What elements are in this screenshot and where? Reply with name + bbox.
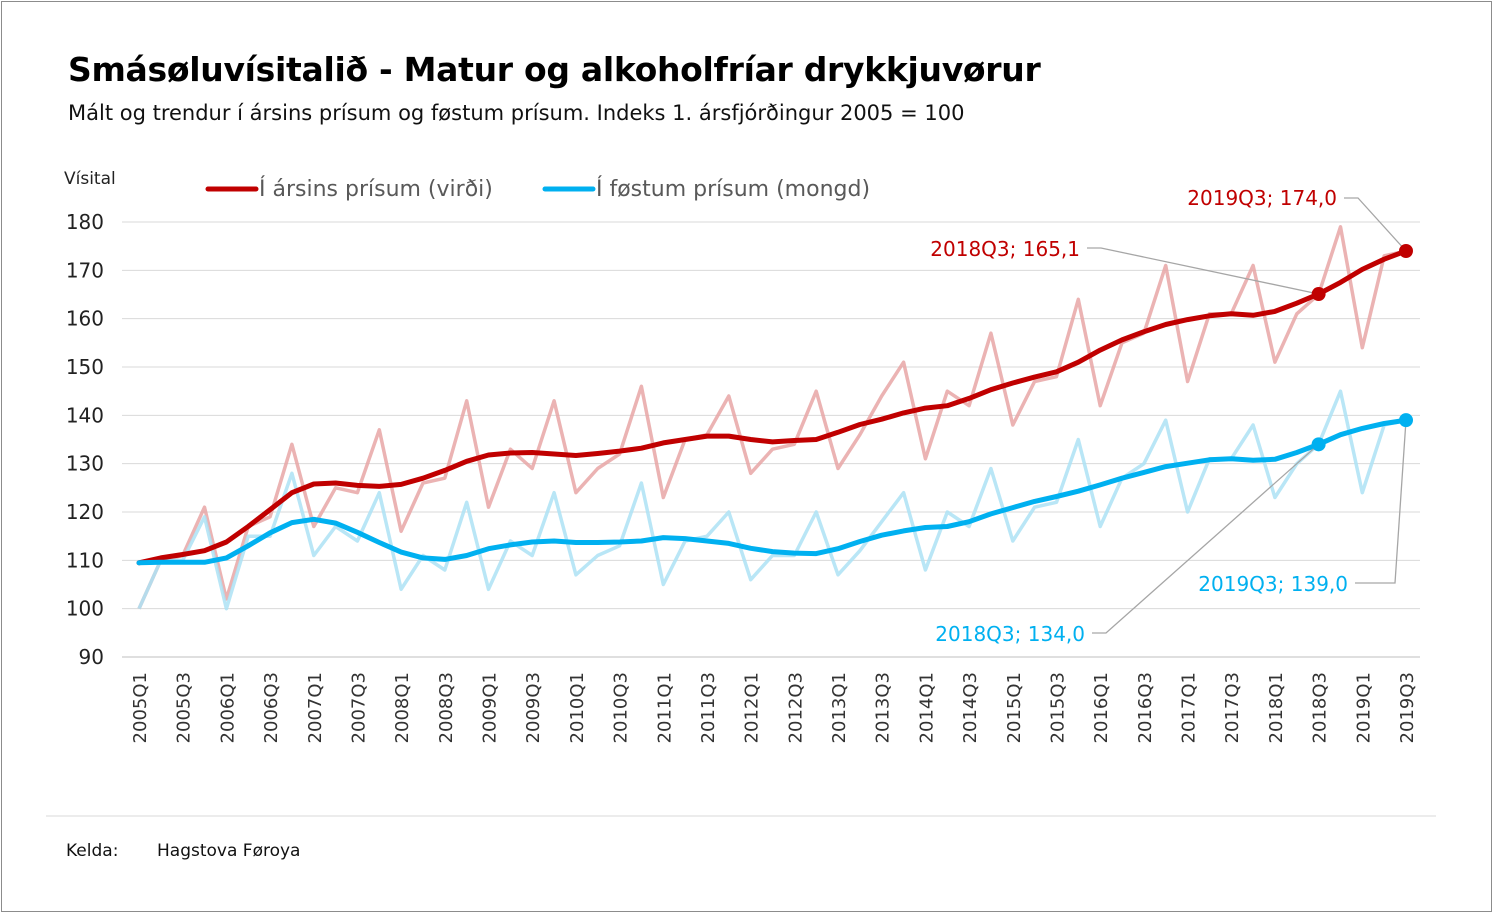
x-tick-label: 2010Q1 bbox=[567, 672, 588, 743]
x-tick-label: 2006Q3 bbox=[261, 672, 282, 743]
y-tick-label: 100 bbox=[66, 597, 104, 621]
y-tick-label: 150 bbox=[66, 355, 104, 379]
x-tick-label: 2014Q1 bbox=[916, 672, 937, 743]
x-tick-label: 2008Q1 bbox=[392, 672, 413, 743]
trend-line-current-prices bbox=[136, 248, 1409, 566]
trend-line-fixed-prices bbox=[136, 417, 1409, 566]
x-tick-label: 2014Q3 bbox=[960, 672, 981, 743]
y-tick-label: 130 bbox=[66, 452, 104, 476]
x-tick-label: 2015Q3 bbox=[1047, 672, 1068, 743]
y-axis-ticks: 90 100 110 120 130 140 150 160 170 180 bbox=[66, 210, 104, 669]
x-tick-label: 2019Q1 bbox=[1353, 672, 1374, 743]
annotation-leader bbox=[1355, 420, 1407, 584]
x-tick-label: 2012Q1 bbox=[742, 672, 763, 743]
x-tick-label: 2009Q1 bbox=[480, 672, 501, 743]
y-tick-label: 170 bbox=[66, 258, 104, 282]
x-axis-ticks: 2005Q1 2005Q3 2006Q1 2006Q3 2007Q1 2007Q3 2008… bbox=[130, 672, 1418, 743]
y-axis-label: Vísital bbox=[64, 169, 116, 189]
annotation-label: 2019Q3; 139,0 bbox=[1198, 572, 1348, 596]
x-tick-label: 2016Q1 bbox=[1091, 672, 1112, 743]
legend: Í ársins prísum (virði) Í føstum prísum (… bbox=[205, 176, 870, 202]
x-tick-label: 2005Q1 bbox=[130, 672, 151, 743]
x-tick-label: 2018Q1 bbox=[1266, 672, 1287, 743]
x-tick-label: 2012Q3 bbox=[785, 672, 806, 743]
x-tick-label: 2010Q3 bbox=[611, 672, 632, 743]
x-tick-label: 2011Q1 bbox=[654, 672, 675, 743]
x-tick-label: 2018Q3 bbox=[1310, 672, 1331, 743]
legend-label: Í ársins prísum (virði) bbox=[259, 176, 493, 202]
x-tick-label: 2007Q1 bbox=[305, 672, 326, 743]
annotation-leader bbox=[1087, 247, 1319, 295]
y-tick-label: 110 bbox=[66, 548, 104, 572]
chart-title: Smásøluvísitalið - Matur og alkoholfríar… bbox=[68, 50, 1041, 89]
x-tick-label: 2008Q3 bbox=[436, 672, 457, 743]
raw-series-lines bbox=[137, 225, 1407, 611]
source-label: Kelda: bbox=[66, 841, 119, 861]
annotation-label: 2019Q3; 174,0 bbox=[1187, 186, 1337, 210]
raw-line-fixed-prices bbox=[137, 389, 1407, 611]
x-tick-label: 2005Q3 bbox=[174, 672, 195, 743]
y-tick-label: 90 bbox=[79, 645, 104, 669]
x-tick-label: 2016Q3 bbox=[1135, 672, 1156, 743]
annotation-labels: 2019Q3; 174,0 2018Q3; 165,1 2019Q3; 139,0 2… bbox=[930, 186, 1348, 646]
source-value: Hagstova Føroya bbox=[157, 841, 301, 861]
x-tick-label: 2017Q1 bbox=[1179, 672, 1200, 743]
x-tick-label: 2006Q1 bbox=[217, 672, 238, 743]
x-tick-label: 2019Q3 bbox=[1397, 672, 1418, 743]
x-tick-label: 2013Q1 bbox=[829, 672, 850, 743]
x-tick-label: 2007Q3 bbox=[348, 672, 369, 743]
y-tick-label: 140 bbox=[66, 403, 104, 427]
annotation-leaders bbox=[1087, 197, 1407, 634]
annotation-markers bbox=[1311, 244, 1413, 452]
legend-label: Í føstum prísum (mongd) bbox=[596, 176, 870, 202]
raw-line-current-prices bbox=[137, 225, 1407, 610]
x-tick-label: 2015Q1 bbox=[1004, 672, 1025, 743]
annotation-leader bbox=[1344, 197, 1407, 252]
x-tick-label: 2009Q3 bbox=[523, 672, 544, 743]
trend-series-lines bbox=[136, 248, 1409, 566]
x-tick-label: 2017Q3 bbox=[1222, 672, 1243, 743]
y-tick-label: 160 bbox=[66, 307, 104, 331]
chart-subtitle: Mált og trendur í ársins prísum og føstu… bbox=[68, 101, 965, 125]
annotation-marker bbox=[1399, 413, 1413, 428]
annotation-marker bbox=[1399, 244, 1413, 258]
annotation-marker bbox=[1311, 437, 1326, 452]
annotation-leader bbox=[1092, 443, 1320, 634]
y-tick-label: 180 bbox=[66, 210, 104, 234]
annotation-marker bbox=[1311, 287, 1326, 302]
x-tick-label: 2011Q3 bbox=[698, 672, 719, 743]
annotation-label: 2018Q3; 134,0 bbox=[935, 622, 1085, 646]
x-tick-label: 2013Q3 bbox=[873, 672, 894, 743]
annotation-label: 2018Q3; 165,1 bbox=[930, 237, 1080, 261]
y-tick-label: 120 bbox=[66, 500, 104, 524]
